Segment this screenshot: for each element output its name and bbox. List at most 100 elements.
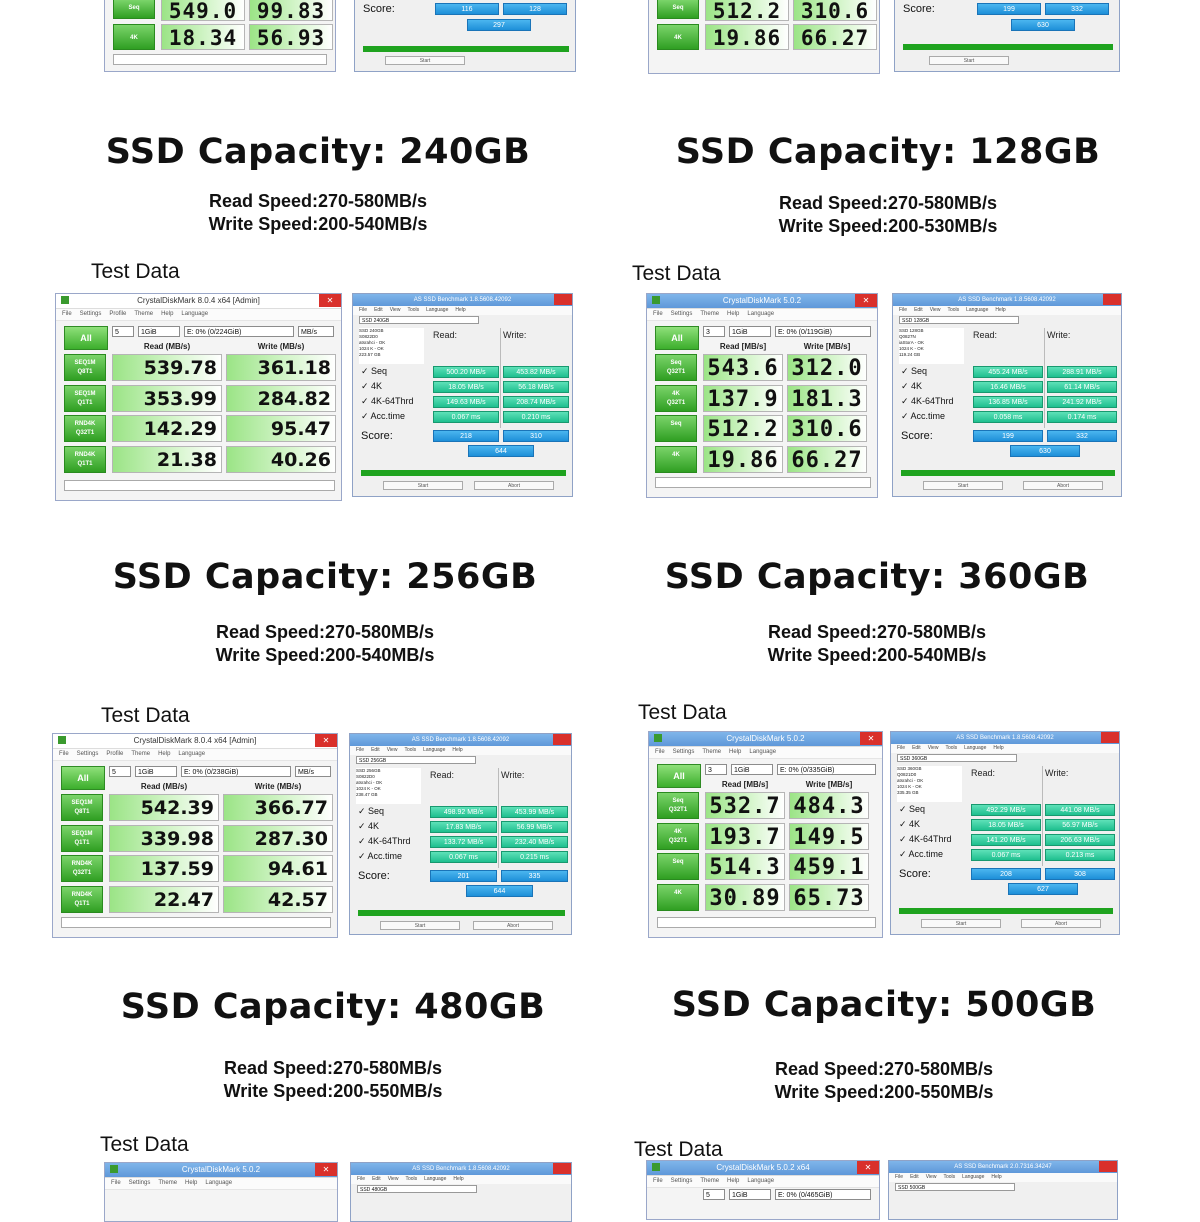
row-label-button[interactable]: Seq Q32T1 <box>655 354 697 381</box>
menu-item[interactable]: View <box>387 1176 399 1182</box>
drive-select[interactable]: SSD 480GB <box>357 1185 477 1193</box>
start-button[interactable]: Start <box>929 56 1009 65</box>
abort-button[interactable]: Abort <box>1023 481 1103 490</box>
menu-item[interactable]: View <box>386 747 398 753</box>
menu-item[interactable]: File <box>899 307 908 313</box>
start-button[interactable]: Start <box>380 921 460 930</box>
all-button[interactable]: All <box>61 766 105 790</box>
close-icon[interactable] <box>553 734 571 745</box>
menu-item[interactable]: Language <box>966 307 989 313</box>
menu-item[interactable]: Theme <box>702 749 722 755</box>
menu-item[interactable]: File <box>895 1174 904 1180</box>
close-icon[interactable] <box>553 1163 571 1174</box>
menu-item[interactable]: Edit <box>372 1176 381 1182</box>
menu-item[interactable]: View <box>389 307 401 313</box>
test-row-label[interactable]: ✓ 4K <box>899 819 921 829</box>
close-icon[interactable] <box>554 294 572 305</box>
test-row-label[interactable]: ✓ 4K <box>901 381 923 391</box>
menu-item[interactable]: Settings <box>79 311 102 317</box>
menu-item[interactable]: Settings <box>672 749 695 755</box>
abort-button[interactable]: Abort <box>473 921 553 930</box>
menu-item[interactable]: File <box>111 1180 121 1186</box>
test-row-label[interactable]: ✓ Seq <box>899 804 926 814</box>
size-select[interactable]: 1GiB <box>731 764 773 775</box>
row-label-button[interactable]: RND4K Q32T1 <box>61 855 103 882</box>
menu-item[interactable]: Theme <box>158 1180 178 1186</box>
menu-item[interactable]: Tools <box>943 1174 956 1180</box>
menu-item[interactable]: File <box>356 747 365 753</box>
drive-select[interactable]: E: 0% (0/335GiB) <box>777 764 876 775</box>
menu-item[interactable]: Settings <box>670 1178 693 1184</box>
menu-item[interactable]: Theme <box>131 751 151 757</box>
size-select[interactable]: 1GiB <box>729 1189 771 1200</box>
menu-item[interactable]: View <box>927 745 939 751</box>
close-icon[interactable]: ✕ <box>315 1163 337 1176</box>
menu-item[interactable]: Language <box>181 311 209 317</box>
menu-item[interactable]: Tools <box>945 745 958 751</box>
count-select[interactable]: 5 <box>703 1189 725 1200</box>
row-label-button[interactable]: 4K <box>655 445 697 473</box>
drive-select[interactable]: SSD 500GB <box>895 1183 1015 1191</box>
test-row-label[interactable]: ✓ 4K-64Thrd <box>901 396 954 406</box>
menu-item[interactable]: Language <box>747 1178 775 1184</box>
row-label-button[interactable]: Seq Q32T1 <box>657 792 699 819</box>
close-icon[interactable]: ✕ <box>319 294 341 307</box>
drive-select[interactable]: SSD 240GB <box>359 316 479 324</box>
menu-item[interactable]: Language <box>205 1180 233 1186</box>
menu-item[interactable]: File <box>897 745 906 751</box>
menu-item[interactable]: File <box>359 307 368 313</box>
abort-button[interactable]: Abort <box>1021 919 1101 928</box>
test-row-label[interactable]: ✓ 4K-64Thrd <box>899 834 952 844</box>
menu-item[interactable]: Language <box>178 751 206 757</box>
close-icon[interactable]: ✕ <box>855 294 877 307</box>
menu-item[interactable]: File <box>62 311 72 317</box>
size-select[interactable]: 1GiB <box>138 326 180 337</box>
menu-item[interactable]: Edit <box>374 307 383 313</box>
drive-select[interactable]: E: 0% (0/238GiB) <box>181 766 291 777</box>
menu-item[interactable]: Help <box>995 307 1006 313</box>
test-row-label[interactable]: ✓ 4K-64Thrd <box>358 836 411 846</box>
start-button[interactable]: Start <box>921 919 1001 928</box>
menu-item[interactable]: Help <box>727 1178 740 1184</box>
count-select[interactable]: 3 <box>705 764 727 775</box>
count-select[interactable]: 3 <box>703 326 725 337</box>
menu-item[interactable]: Theme <box>700 1178 720 1184</box>
test-row-label[interactable]: ✓ Seq <box>901 366 928 376</box>
menu-item[interactable]: Language <box>424 1176 447 1182</box>
menu-item[interactable]: File <box>653 311 663 317</box>
row-label-button[interactable]: RND4K Q1T1 <box>64 445 106 473</box>
close-icon[interactable]: ✕ <box>315 734 337 747</box>
close-icon[interactable]: ✕ <box>857 1161 879 1174</box>
test-row-label[interactable]: ✓ Acc.time <box>358 851 403 861</box>
drive-select[interactable]: E: 0% (0/224GiB) <box>184 326 294 337</box>
all-button[interactable]: All <box>655 326 699 350</box>
close-icon[interactable] <box>1101 732 1119 743</box>
menu-item[interactable]: Language <box>749 749 777 755</box>
menu-item[interactable]: Tools <box>405 1176 418 1182</box>
row-label-button[interactable]: SEQ1M Q1T1 <box>64 384 106 412</box>
menu-item[interactable]: Language <box>962 1174 985 1180</box>
close-icon[interactable]: ✕ <box>860 732 882 745</box>
test-row-label[interactable]: ✓ Acc.time <box>899 849 944 859</box>
row-label-button[interactable]: RND4K Q32T1 <box>64 415 106 442</box>
menu-item[interactable]: Language <box>964 745 987 751</box>
menu-item[interactable]: Help <box>185 1180 198 1186</box>
count-select[interactable]: 5 <box>109 766 131 777</box>
drive-select[interactable]: SSD 256GB <box>356 756 476 764</box>
drive-select[interactable]: SSD 360GB <box>897 754 1017 762</box>
size-select[interactable]: 1GiB <box>729 326 771 337</box>
menu-item[interactable]: Help <box>993 745 1004 751</box>
menu-item[interactable]: Edit <box>914 307 923 313</box>
row-label-button[interactable]: Seq <box>655 415 697 442</box>
test-row-label[interactable]: ✓ Seq <box>361 366 388 376</box>
drive-select[interactable]: E: 0% (0/119GiB) <box>775 326 871 337</box>
menu-item[interactable]: Profile <box>109 311 127 317</box>
menu-item[interactable]: Help <box>727 311 740 317</box>
row-label-button[interactable]: SEQ1M Q1T1 <box>61 824 103 852</box>
row-label-button[interactable]: 4K <box>657 883 699 911</box>
size-select[interactable]: 1GiB <box>135 766 177 777</box>
menu-item[interactable]: Edit <box>912 745 921 751</box>
menu-item[interactable]: Language <box>747 311 775 317</box>
menu-item[interactable]: File <box>655 749 665 755</box>
menu-item[interactable]: Settings <box>128 1180 151 1186</box>
